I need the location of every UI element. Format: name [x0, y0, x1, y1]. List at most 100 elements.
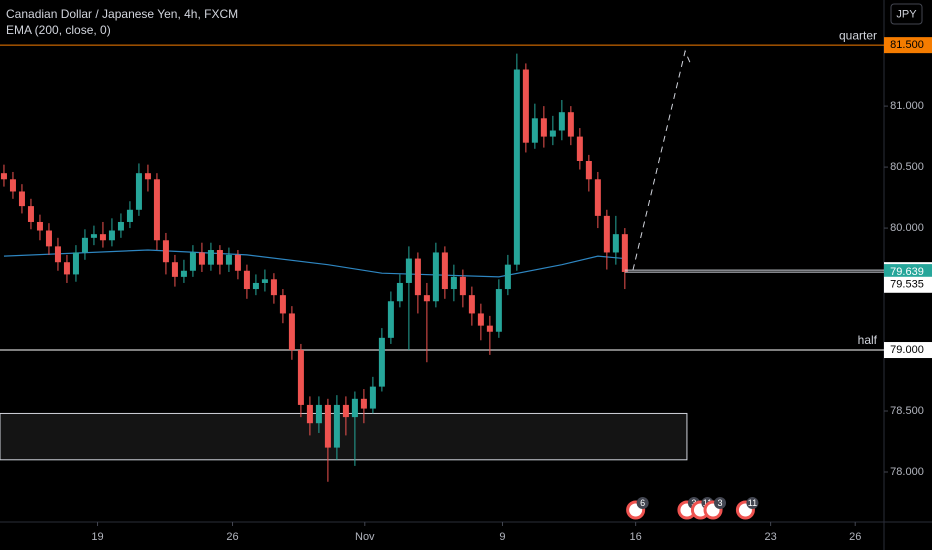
candle-body	[405, 258, 412, 283]
event-badge	[746, 497, 759, 509]
candle-body	[297, 350, 304, 405]
candle-body	[396, 282, 403, 302]
y-tick-label: 81.000	[890, 100, 924, 112]
candle-body	[450, 276, 457, 290]
y-tick-label: 80.500	[890, 161, 924, 173]
candle-body	[63, 262, 70, 275]
candle-body	[234, 254, 241, 271]
event-badge	[714, 497, 727, 509]
candle-body	[621, 234, 628, 272]
price-label-bg	[884, 276, 932, 293]
projection-line	[632, 49, 692, 271]
level-label-bg	[884, 37, 932, 54]
level-label: 81.500	[890, 39, 924, 51]
chart-title: Canadian Dollar / Japanese Yen, 4h, FXCM	[6, 7, 238, 21]
candle-body	[495, 289, 502, 332]
candle-body	[81, 237, 88, 253]
candle-body	[594, 179, 601, 216]
candle-body	[9, 179, 16, 192]
event-count: 3	[718, 498, 723, 508]
candle-body	[36, 221, 43, 231]
candle-body	[153, 179, 160, 241]
y-tick-label: 80.000	[890, 222, 924, 234]
candle-body	[99, 234, 106, 241]
candle-body	[441, 252, 448, 290]
x-tick-label: Nov	[355, 531, 375, 543]
candle-body	[207, 250, 214, 265]
candle-body	[477, 313, 484, 326]
candle-body	[504, 264, 511, 290]
candle-body	[180, 270, 187, 277]
ema-line	[3, 249, 625, 278]
plot	[0, 44, 884, 482]
candle-body	[171, 262, 178, 277]
candle-body	[522, 69, 529, 143]
candle-body	[603, 215, 610, 253]
candle-body	[387, 301, 394, 338]
candle-body	[144, 173, 151, 180]
level-name: half	[858, 333, 878, 347]
candle-body	[576, 136, 583, 161]
candle-body	[432, 252, 439, 302]
event-count: 11	[748, 498, 757, 508]
candle-body	[531, 118, 538, 143]
candle-body	[513, 69, 520, 265]
candle-body	[315, 404, 322, 424]
candle-body	[198, 252, 205, 265]
event-badge	[636, 497, 649, 509]
level-name: quarter	[839, 28, 877, 42]
candle-body	[279, 295, 286, 314]
candle-body	[135, 173, 142, 210]
currency-label: JPY	[896, 8, 917, 20]
candle-body	[162, 240, 169, 263]
y-tick-label: 78.000	[890, 466, 924, 478]
candle-body	[90, 234, 97, 238]
level-label: 79.000	[890, 344, 924, 356]
x-tick-label: 9	[499, 531, 505, 543]
candle-body	[243, 270, 250, 290]
candle-body	[333, 404, 340, 448]
candle-body	[252, 282, 259, 290]
event-count: 3	[691, 498, 696, 508]
level-label-bg	[884, 342, 932, 359]
x-tick-label: 16	[630, 531, 642, 543]
candle-body	[468, 295, 475, 314]
y-tick-label: 78.500	[890, 405, 924, 417]
candle-body	[216, 250, 223, 265]
price-label: 79.535	[890, 279, 924, 291]
indicator-legend: EMA (200, close, 0)	[6, 23, 111, 37]
candle-body	[459, 276, 466, 296]
candle-body	[225, 254, 232, 265]
candle-body	[45, 230, 52, 247]
candle-body	[18, 191, 25, 207]
candle-body	[423, 295, 430, 302]
candle-body	[360, 398, 367, 409]
candle-body	[270, 279, 277, 296]
candle-body	[117, 221, 124, 231]
candle-body	[612, 234, 619, 253]
candle-body	[378, 337, 385, 387]
currency-button[interactable]	[890, 3, 923, 25]
candle-body	[324, 404, 331, 448]
candle-body	[306, 404, 313, 424]
x-tick-label: 23	[764, 531, 776, 543]
candle-body	[54, 246, 61, 263]
candle-body	[72, 252, 79, 275]
candle-body	[351, 398, 358, 418]
event-count: 6	[640, 498, 645, 508]
candle-body	[108, 230, 115, 241]
x-tick-label: 26	[226, 531, 238, 543]
x-tick-label: 26	[849, 531, 861, 543]
candle-body	[369, 386, 376, 409]
candle-body	[567, 112, 574, 137]
candle-body	[0, 173, 7, 180]
candle-body	[585, 160, 592, 180]
candle-body	[486, 325, 493, 332]
candle-body	[288, 313, 295, 351]
candle-body	[414, 258, 421, 296]
candle-body	[27, 206, 34, 222]
candle-body	[189, 252, 196, 271]
x-tick-label: 19	[91, 531, 103, 543]
price-label-bg	[884, 264, 932, 281]
